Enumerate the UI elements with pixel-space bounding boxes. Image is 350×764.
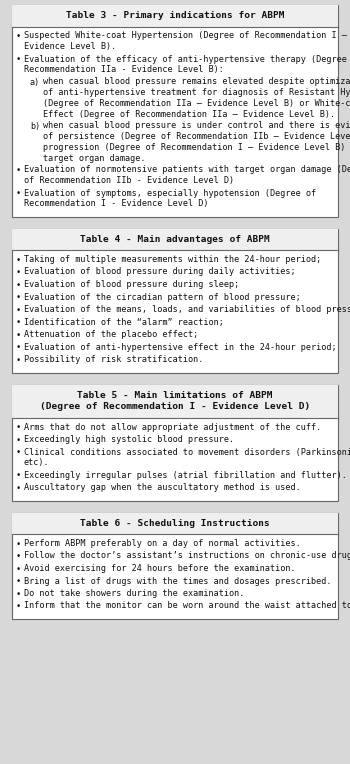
- Text: •: •: [16, 319, 21, 327]
- Text: Clinical conditions associated to movement disorders (Parkinsonism,
etc).: Clinical conditions associated to moveme…: [24, 448, 350, 468]
- Text: •: •: [16, 167, 21, 175]
- Text: •: •: [16, 32, 21, 41]
- Text: •: •: [16, 578, 21, 586]
- Bar: [12, 384, 338, 500]
- Text: •: •: [16, 280, 21, 290]
- Text: •: •: [16, 306, 21, 315]
- Text: when casual blood pressure is under control and there is evidence
of persistence: when casual blood pressure is under cont…: [43, 121, 350, 163]
- Text: •: •: [16, 471, 21, 481]
- Text: •: •: [16, 590, 21, 599]
- Text: •: •: [16, 268, 21, 277]
- Text: Evaluation of normotensive patients with target organ damage (Degree
of Recommen: Evaluation of normotensive patients with…: [24, 166, 350, 185]
- Text: b): b): [30, 121, 40, 131]
- Text: Arms that do not allow appropriate adjustment of the cuff.: Arms that do not allow appropriate adjus…: [24, 422, 321, 432]
- Text: •: •: [16, 539, 21, 549]
- Text: •: •: [16, 331, 21, 340]
- Text: •: •: [16, 356, 21, 364]
- Text: Bring a list of drugs with the times and dosages prescribed.: Bring a list of drugs with the times and…: [24, 577, 331, 585]
- Text: Suspected White-coat Hypertension (Degree of Recommendation I –
Evidence Level B: Suspected White-coat Hypertension (Degre…: [24, 31, 347, 51]
- Text: •: •: [16, 552, 21, 562]
- Text: Exceedingly irregular pulses (atrial fibrillation and flutter).: Exceedingly irregular pulses (atrial fib…: [24, 471, 347, 480]
- Text: Evaluation of the efficacy of anti-hypertensive therapy (Degree of
Recommendatio: Evaluation of the efficacy of anti-hyper…: [24, 54, 350, 74]
- Text: Evaluation of blood pressure during sleep;: Evaluation of blood pressure during slee…: [24, 280, 239, 289]
- Text: Table 6 - Scheduling Instructions: Table 6 - Scheduling Instructions: [80, 519, 270, 528]
- Text: •: •: [16, 484, 21, 493]
- Text: when casual blood pressure remains elevated despite optimization
of anti-hyperte: when casual blood pressure remains eleva…: [43, 77, 350, 118]
- Text: Exceedingly high systolic blood pressure.: Exceedingly high systolic blood pressure…: [24, 435, 234, 444]
- Text: Evaluation of blood pressure during daily activities;: Evaluation of blood pressure during dail…: [24, 267, 296, 277]
- Text: Evaluation of symptoms, especially hypotension (Degree of
Recommendation I - Evi: Evaluation of symptoms, especially hypot…: [24, 189, 316, 209]
- Text: •: •: [16, 435, 21, 445]
- Text: •: •: [16, 565, 21, 574]
- Text: Table 3 - Primary indications for ABPM: Table 3 - Primary indications for ABPM: [66, 11, 284, 21]
- Text: Perform ABPM preferably on a day of normal activities.: Perform ABPM preferably on a day of norm…: [24, 539, 301, 548]
- Text: •: •: [16, 448, 21, 457]
- Bar: [12, 384, 338, 417]
- Bar: [12, 513, 338, 619]
- Text: Avoid exercising for 24 hours before the examination.: Avoid exercising for 24 hours before the…: [24, 564, 296, 573]
- Text: •: •: [16, 602, 21, 611]
- Bar: [12, 228, 338, 250]
- Text: a): a): [30, 77, 40, 86]
- Text: •: •: [16, 423, 21, 432]
- Text: Attenuation of the placebo effect;: Attenuation of the placebo effect;: [24, 330, 198, 339]
- Text: Taking of multiple measurements within the 24-hour period;: Taking of multiple measurements within t…: [24, 255, 321, 264]
- Text: Evaluation of the circadian pattern of blood pressure;: Evaluation of the circadian pattern of b…: [24, 293, 301, 302]
- Bar: [12, 228, 338, 373]
- Bar: [12, 513, 338, 534]
- Text: Possibility of risk stratification.: Possibility of risk stratification.: [24, 355, 203, 364]
- Text: •: •: [16, 55, 21, 64]
- Text: Identification of the “alarm” reaction;: Identification of the “alarm” reaction;: [24, 318, 224, 326]
- Text: Auscultatory gap when the auscultatory method is used.: Auscultatory gap when the auscultatory m…: [24, 483, 301, 492]
- Text: •: •: [16, 256, 21, 265]
- Bar: [12, 5, 338, 216]
- Text: Evaluation of the means, loads, and variabilities of blood pressure;: Evaluation of the means, loads, and vari…: [24, 305, 350, 314]
- Text: Inform that the monitor can be worn around the waist attached to a belt.: Inform that the monitor can be worn arou…: [24, 601, 350, 610]
- Text: Table 5 - Main limitations of ABPM
(Degree of Recommendation I - Evidence Level : Table 5 - Main limitations of ABPM (Degr…: [40, 391, 310, 411]
- Text: Table 4 - Main advantages of ABPM: Table 4 - Main advantages of ABPM: [80, 235, 270, 244]
- Text: Do not take showers during the examination.: Do not take showers during the examinati…: [24, 589, 244, 598]
- Text: Follow the doctor’s assistant’s instructions on chronic-use drugs.: Follow the doctor’s assistant’s instruct…: [24, 552, 350, 561]
- Text: Evaluation of anti-hypertensive effect in the 24-hour period;: Evaluation of anti-hypertensive effect i…: [24, 342, 337, 351]
- Text: •: •: [16, 343, 21, 352]
- Text: •: •: [16, 293, 21, 303]
- Bar: [12, 5, 338, 27]
- Text: •: •: [16, 189, 21, 198]
